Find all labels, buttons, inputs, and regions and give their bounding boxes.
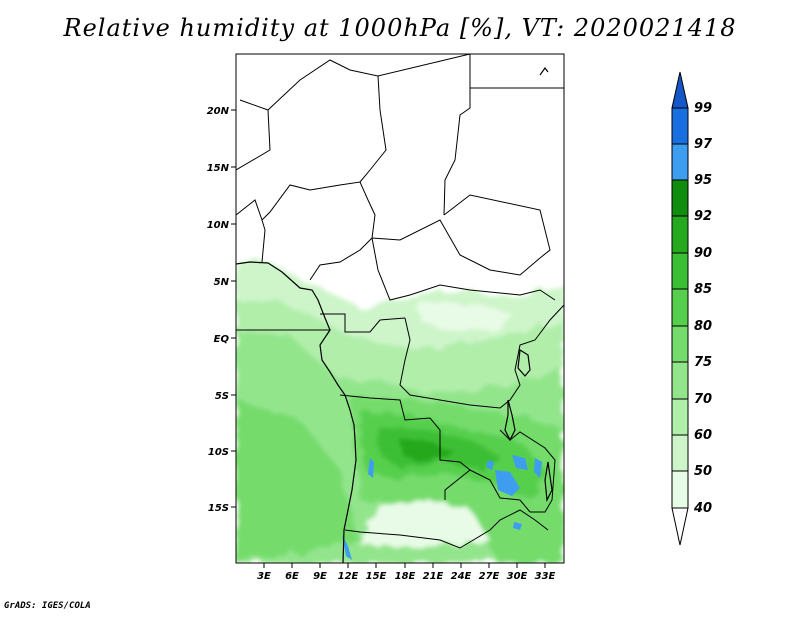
lat-tick-label: 20N (207, 106, 230, 117)
lon-tick-label: 9E (313, 571, 327, 582)
lon-tick-label: 12E (338, 571, 359, 582)
lon-tick-label: 24E (451, 571, 472, 582)
colorbar-segment (671, 361, 689, 400)
colorbar-segment (671, 107, 689, 145)
colorbar-segment (671, 252, 689, 290)
lon-tick-label: 21E (423, 571, 444, 582)
longitude-axis: 3E 6E 9E 12E 15E 18E 21E 24E 27E 30E 33E (257, 563, 556, 582)
colorbar-label: 70 (694, 392, 712, 407)
lon-tick-label: 33E (535, 571, 556, 582)
humidity-field (236, 54, 564, 563)
colorbar-label: 90 (694, 246, 712, 261)
rh-saturated-patches (342, 455, 542, 560)
colorbar-segment (671, 143, 689, 181)
rh-band-95 (400, 440, 460, 460)
colorbar-segment (671, 179, 689, 217)
latitude-axis: 20N 15N 10N 5N EQ 5S 10S 15S (207, 106, 236, 514)
lat-tick-label: 10N (207, 220, 230, 231)
lon-tick-label: 30E (507, 571, 528, 582)
coastline (236, 66, 553, 563)
colorbar-label: 40 (693, 501, 712, 516)
lon-tick-label: 18E (395, 571, 416, 582)
lat-tick-label: 15S (208, 503, 229, 514)
colorbar-label: 80 (694, 319, 712, 334)
colorbar-bottom-arrow (671, 507, 689, 546)
colorbar-segment (671, 288, 689, 327)
lon-tick-label: 6E (285, 571, 299, 582)
map-frame (235, 53, 565, 564)
rh-dry-south (360, 500, 490, 548)
colorbar-top-arrow (671, 71, 689, 109)
colorbar-segment (671, 434, 689, 472)
footer-credit: GrADS: IGES/COLA (4, 601, 91, 611)
rh-dry-ne (420, 300, 510, 330)
colorbar: 99 97 95 92 90 85 80 75 70 60 50 40 (671, 71, 713, 546)
colorbar-segment (671, 398, 689, 436)
colorbar-label: 60 (694, 428, 712, 443)
lat-tick-label: 5S (215, 391, 229, 402)
lon-tick-label: 3E (257, 571, 271, 582)
colorbar-segment (671, 470, 689, 509)
colorbar-label: 99 (694, 101, 712, 116)
colorbar-segment (671, 215, 689, 254)
lon-tick-label: 27E (479, 571, 500, 582)
lon-tick-label: 15E (366, 571, 387, 582)
colorbar-segment (671, 325, 689, 363)
country-borders (236, 54, 564, 549)
colorbar-label: 50 (694, 464, 712, 479)
chart-title: Relative humidity at 1000hPa [%], VT: 20… (63, 14, 737, 42)
lat-tick-label: EQ (214, 334, 230, 345)
lat-tick-label: 15N (207, 163, 230, 174)
lat-tick-label: 10S (208, 447, 229, 458)
lat-tick-label: 5N (214, 277, 230, 288)
colorbar-label: 75 (694, 355, 712, 370)
colorbar-label: 92 (694, 209, 712, 224)
colorbar-label: 85 (694, 282, 712, 297)
colorbar-label: 95 (694, 173, 712, 188)
colorbar-label: 97 (694, 137, 713, 152)
rh-band-85 (236, 400, 360, 563)
